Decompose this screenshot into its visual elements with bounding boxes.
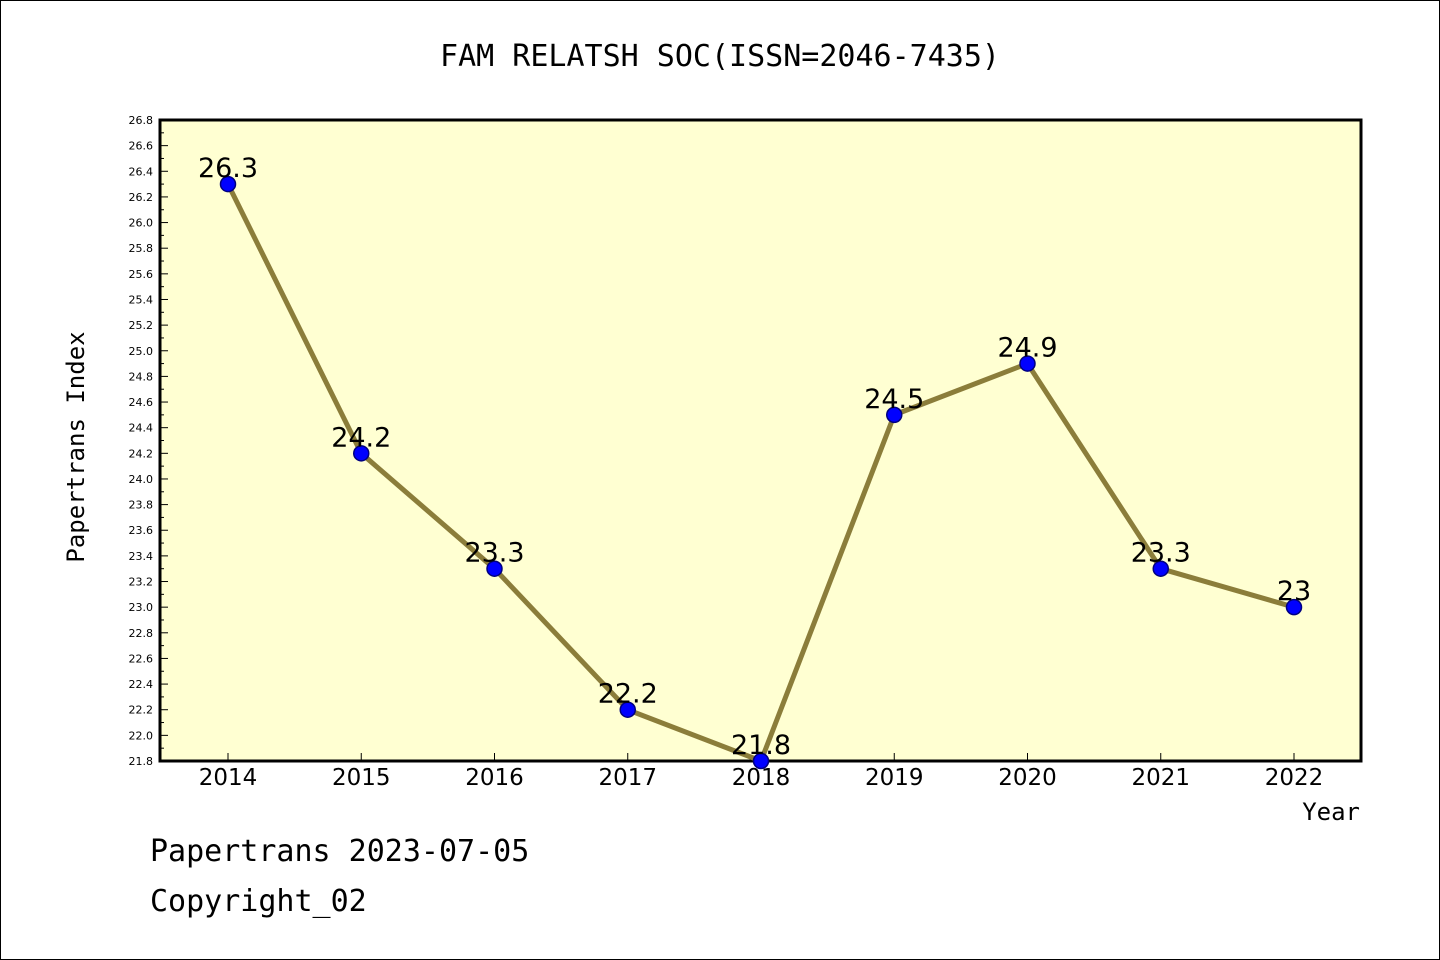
x-tick-label: 2016: [465, 765, 524, 791]
y-tick-label: 22.0: [129, 729, 154, 742]
y-tick-label: 22.8: [129, 627, 154, 640]
x-tick-label: 2020: [998, 765, 1057, 791]
data-label: 23: [1277, 576, 1311, 607]
x-tick-label: 2019: [865, 765, 924, 791]
x-axis-ticks: 2014 2015 2016 2017 2018 2019 2020 2021 2022: [199, 753, 1324, 791]
y-tick-label: 25.8: [129, 242, 154, 255]
x-tick-label: 2014: [199, 765, 258, 791]
y-tick-label: 26.0: [129, 217, 154, 230]
data-point: [353, 445, 370, 462]
y-axis-label: Papertrans Index: [62, 331, 90, 562]
data-point: [619, 701, 636, 718]
x-tick-label: 2021: [1131, 765, 1190, 791]
y-tick-label: 26.4: [129, 165, 154, 178]
data-label: 24.9: [997, 333, 1057, 364]
x-tick-label: 2022: [1265, 765, 1324, 791]
data-label: 21.8: [731, 730, 791, 761]
data-point: [1019, 355, 1036, 372]
y-tick-label: 24.8: [129, 370, 154, 383]
y-tick-label: 25.6: [129, 268, 154, 281]
data-point: [752, 752, 770, 770]
y-tick-label: 22.6: [129, 652, 154, 665]
y-tick-label: 24.0: [129, 473, 154, 486]
x-tick-label: 2017: [598, 765, 657, 791]
data-label: 26.3: [198, 153, 258, 184]
y-tick-label: 25.0: [129, 345, 154, 358]
y-tick-label: 23.2: [129, 576, 154, 589]
y-tick-label: 21.8: [129, 755, 154, 768]
data-point: [486, 560, 503, 577]
footer-date-line: Papertrans 2023-07-05: [150, 834, 530, 869]
data-label: 22.2: [598, 679, 658, 710]
y-axis-ticks: 21.8 22.0 22.2 22.4 22.6 22.8 23.0 23.2 23.4 23.6…: [129, 114, 168, 768]
x-tick-label: 2015: [332, 765, 391, 791]
y-tick-label: 24.2: [129, 447, 154, 460]
y-tick-label: 22.2: [129, 704, 154, 717]
y-tick-label: 23.0: [129, 601, 154, 614]
footer-copyright-line: Copyright_02: [150, 884, 367, 919]
y-tick-label: 23.4: [129, 550, 154, 563]
y-tick-label: 25.2: [129, 319, 154, 332]
data-point: [219, 175, 237, 193]
data-label: 24.2: [331, 422, 391, 453]
y-tick-label: 25.4: [129, 293, 154, 306]
y-tick-label: 22.4: [129, 678, 154, 691]
series-group: 26.3 24.2 23.3 22.2 21.8 24.5 24.9 23.3 23: [198, 153, 1311, 770]
data-point: [1152, 560, 1169, 577]
y-tick-label: 26.8: [129, 114, 154, 127]
x-tick-label: 2018: [732, 765, 791, 791]
data-point: [886, 406, 903, 424]
y-tick-label: 24.4: [129, 422, 154, 435]
y-tick-label: 24.6: [129, 396, 154, 409]
y-tick-label: 23.8: [129, 499, 154, 512]
chart-title: FAM RELATSH SOC(ISSN=2046-7435): [440, 39, 1000, 74]
plot-area: [158, 118, 1363, 763]
data-label: 23.3: [1131, 538, 1191, 569]
y-tick-label: 26.2: [129, 191, 154, 204]
data-label: 23.3: [464, 538, 524, 569]
y-tick-label: 26.6: [129, 140, 154, 153]
data-point: [1285, 598, 1303, 616]
y-tick-label: 23.6: [129, 524, 154, 537]
data-label: 24.5: [864, 384, 924, 415]
x-axis-label: Year: [1302, 798, 1360, 826]
